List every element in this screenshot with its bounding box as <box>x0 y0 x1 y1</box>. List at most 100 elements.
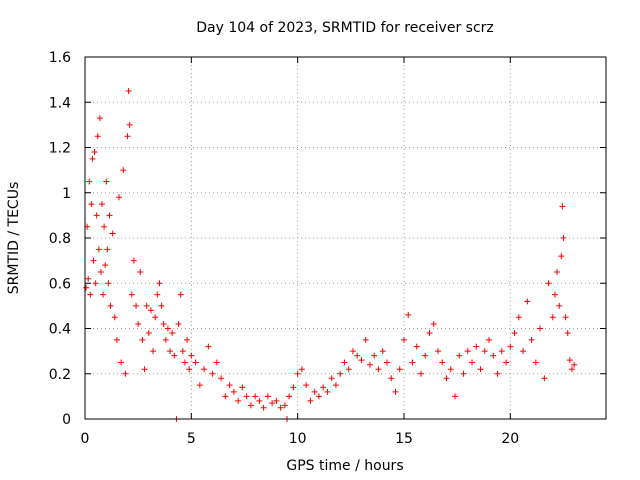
data-point <box>160 320 167 327</box>
data-point <box>125 87 132 94</box>
data-point <box>181 359 188 366</box>
data-point <box>88 201 95 208</box>
data-point <box>551 291 558 298</box>
data-point <box>426 330 433 337</box>
data-point <box>167 348 174 355</box>
data-point <box>460 370 467 377</box>
data-point <box>205 343 212 350</box>
data-point <box>298 366 305 373</box>
data-point <box>332 382 339 389</box>
y-tick-label: 1 <box>62 186 71 202</box>
data-point <box>477 366 484 373</box>
data-point <box>196 382 203 389</box>
data-point <box>520 348 527 355</box>
plot-frame <box>84 56 607 420</box>
data-point <box>93 212 100 219</box>
data-point <box>571 361 578 368</box>
data-point <box>102 262 109 269</box>
data-point <box>243 393 250 400</box>
data-point <box>104 246 111 253</box>
y-tick-label: 0.6 <box>49 276 71 292</box>
data-point <box>107 302 114 309</box>
data-point <box>311 388 318 395</box>
data-point <box>362 336 369 343</box>
data-point <box>116 194 123 201</box>
data-point <box>537 325 544 332</box>
grid-lines <box>85 57 606 419</box>
data-point <box>264 393 271 400</box>
data-point <box>392 388 399 395</box>
data-point <box>162 336 169 343</box>
data-point <box>90 257 97 264</box>
data-point <box>133 302 140 309</box>
data-point <box>349 348 356 355</box>
data-point <box>137 268 144 275</box>
data-point <box>452 393 459 400</box>
data-point <box>388 375 395 382</box>
data-point <box>139 336 146 343</box>
data-point <box>91 149 98 156</box>
data-point <box>252 393 259 400</box>
data-point <box>443 375 450 382</box>
data-point <box>375 366 382 373</box>
data-point <box>120 167 127 174</box>
data-point <box>147 307 154 314</box>
data-point <box>358 357 365 364</box>
data-point <box>135 320 142 327</box>
data-point <box>177 291 184 298</box>
data-point <box>154 291 161 298</box>
y-tick-label: 0.2 <box>49 367 71 383</box>
data-point <box>269 400 276 407</box>
data-point <box>92 280 99 287</box>
data-point <box>188 352 195 359</box>
data-point <box>456 352 463 359</box>
data-point <box>469 359 476 366</box>
data-point <box>430 320 437 327</box>
data-point <box>218 375 225 382</box>
data-point <box>86 178 93 185</box>
data-point <box>549 314 556 321</box>
data-point <box>95 246 102 253</box>
data-point <box>515 314 522 321</box>
data-point <box>464 348 471 355</box>
data-point <box>405 311 412 318</box>
data-point <box>122 370 129 377</box>
data-point <box>281 402 288 409</box>
data-point <box>554 268 561 275</box>
data-point <box>562 314 569 321</box>
data-point <box>556 302 563 309</box>
data-point <box>145 330 152 337</box>
data-point <box>150 348 157 355</box>
data-point <box>143 302 150 309</box>
data-point <box>541 375 548 382</box>
data-point <box>85 275 92 282</box>
data-point <box>481 348 488 355</box>
x-tick-label: 15 <box>395 431 413 447</box>
data-point <box>486 336 493 343</box>
data-point <box>324 388 331 395</box>
data-point <box>126 121 133 128</box>
data-point <box>256 397 263 404</box>
data-point <box>247 402 254 409</box>
data-point <box>560 235 567 241</box>
data-point <box>101 223 108 230</box>
y-tick-label: 1.4 <box>49 95 71 111</box>
data-point <box>141 366 148 373</box>
data-point <box>99 201 106 208</box>
data-point <box>179 348 186 355</box>
data-point <box>230 388 237 395</box>
data-point <box>111 314 118 321</box>
data-point <box>532 359 539 366</box>
data-point <box>337 370 344 377</box>
data-point <box>118 359 125 366</box>
data-point <box>87 291 94 298</box>
data-point <box>175 320 182 327</box>
data-point <box>239 384 246 391</box>
data-point <box>328 375 335 382</box>
data-point <box>354 352 361 359</box>
data-point <box>528 336 535 343</box>
data-point <box>186 366 193 373</box>
x-tick-label: 10 <box>289 431 307 447</box>
data-point <box>507 343 514 350</box>
data-point <box>396 366 403 373</box>
